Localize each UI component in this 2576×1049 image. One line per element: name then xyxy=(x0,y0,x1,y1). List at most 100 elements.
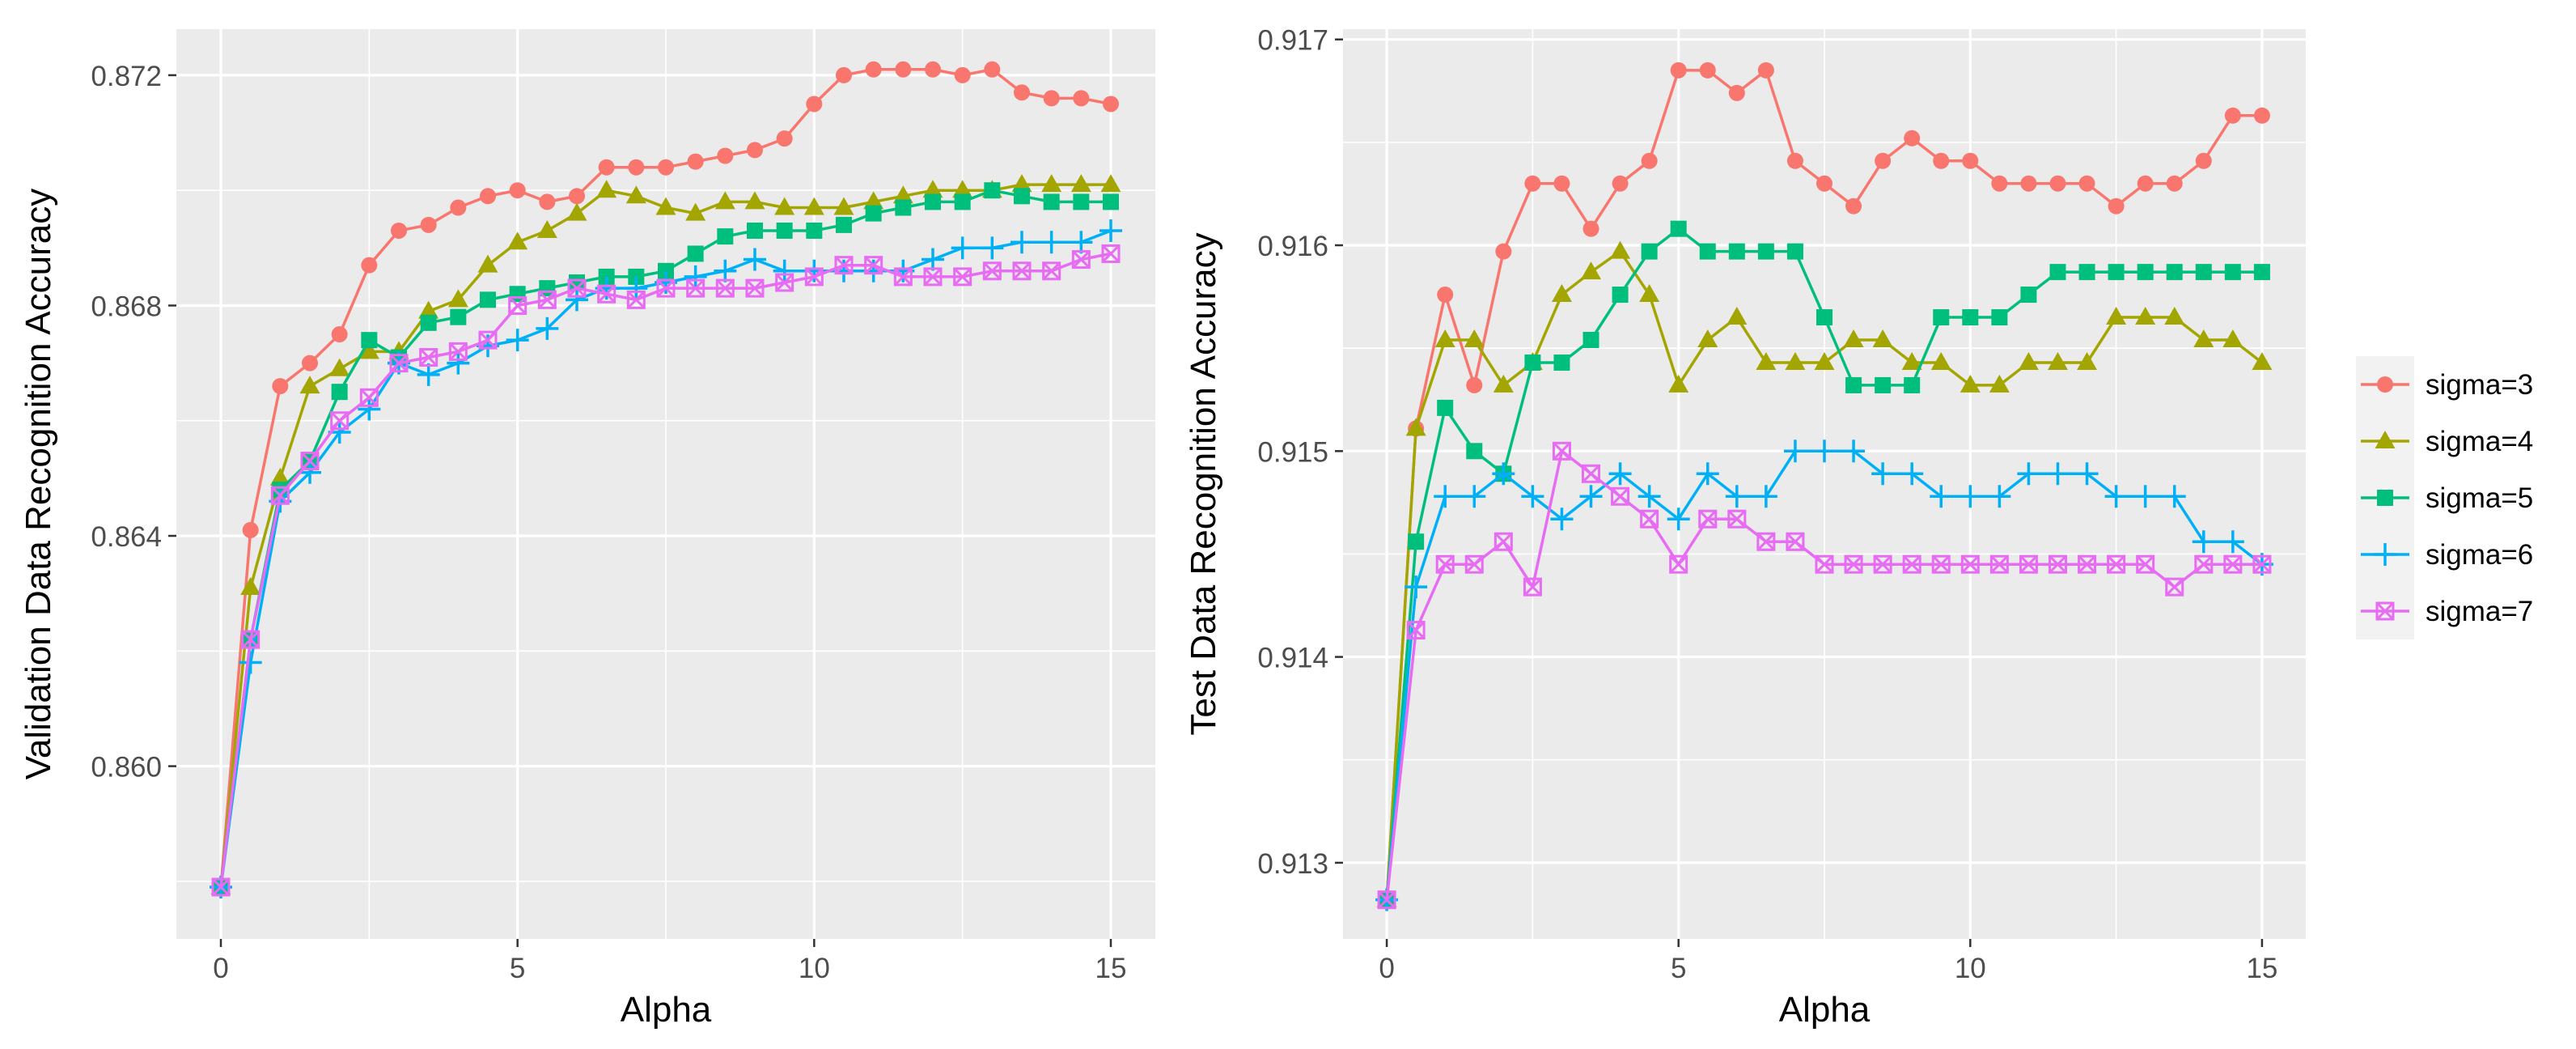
point-sigma-7 xyxy=(982,261,1002,281)
point-sigma-4 xyxy=(2077,351,2098,370)
point-sigma-5 xyxy=(1408,533,1425,550)
point-sigma-5 xyxy=(1043,193,1060,210)
point-sigma-4 xyxy=(863,191,884,210)
point-sigma-6 xyxy=(773,259,796,282)
point-sigma-6 xyxy=(2221,530,2244,554)
validation-y-axis-title: Validation Data Recognition Accuracy xyxy=(19,189,58,780)
point-sigma-7 xyxy=(597,284,616,304)
legend-label: sigma=6 xyxy=(2426,539,2533,571)
point-sigma-3 xyxy=(865,61,882,78)
point-sigma-5 xyxy=(450,308,467,325)
point-sigma-7 xyxy=(1435,554,1455,574)
point-sigma-3 xyxy=(2020,175,2037,192)
point-sigma-6 xyxy=(922,248,944,271)
point-sigma-6 xyxy=(1010,231,1033,254)
point-sigma-7 xyxy=(1012,261,1032,281)
point-sigma-7 xyxy=(1815,554,1834,574)
point-sigma-5 xyxy=(1786,243,1803,260)
point-sigma-7 xyxy=(1960,554,1980,574)
point-sigma-7 xyxy=(1042,261,1061,281)
point-sigma-4 xyxy=(1785,351,1806,370)
point-sigma-6 xyxy=(1813,440,1836,463)
point-sigma-5 xyxy=(1699,243,1716,260)
test-y-axis-title: Test Data Recognition Accuracy xyxy=(1184,232,1223,735)
x-tick-label: 5 xyxy=(1671,953,1686,984)
y-tick-label: 0.913 xyxy=(1257,848,1328,880)
point-sigma-6 xyxy=(684,265,707,288)
point-sigma-7 xyxy=(448,342,468,361)
legend-label: sigma=7 xyxy=(2426,596,2533,627)
y-tick-label: 0.914 xyxy=(1257,643,1328,674)
point-sigma-3 xyxy=(569,188,585,205)
point-sigma-4 xyxy=(1639,284,1660,303)
point-sigma-4 xyxy=(2135,307,2156,325)
point-sigma-7 xyxy=(715,278,735,298)
point-sigma-7 xyxy=(389,354,409,373)
point-sigma-3 xyxy=(1904,130,1921,147)
point-sigma-3 xyxy=(658,159,674,176)
point-sigma-5 xyxy=(1612,287,1629,304)
point-sigma-7 xyxy=(508,295,527,315)
point-sigma-6 xyxy=(1754,485,1777,508)
validation-series-lines xyxy=(210,61,1122,898)
y-tick-label: 0.860 xyxy=(91,752,162,784)
point-sigma-6 xyxy=(951,236,974,260)
point-sigma-7 xyxy=(2136,554,2155,574)
point-sigma-4 xyxy=(2193,329,2214,347)
point-sigma-4 xyxy=(299,376,320,394)
point-sigma-4 xyxy=(1551,284,1572,303)
point-sigma-6 xyxy=(1667,508,1690,531)
point-sigma-4 xyxy=(1434,329,1455,347)
point-sigma-7 xyxy=(567,278,587,298)
point-sigma-4 xyxy=(240,577,261,596)
point-sigma-5 xyxy=(2020,287,2037,304)
point-sigma-7 xyxy=(686,278,705,298)
test-gridlines xyxy=(1343,29,2306,939)
legend-key-marker xyxy=(2375,601,2395,621)
point-sigma-6 xyxy=(2075,462,2099,486)
point-sigma-6 xyxy=(1696,462,1719,486)
test-x-axis-title: Alpha xyxy=(1779,990,1871,1030)
x-tick-label: 5 xyxy=(510,953,525,984)
point-sigma-6 xyxy=(447,351,470,375)
point-sigma-3 xyxy=(1786,152,1803,169)
point-sigma-4 xyxy=(418,300,439,319)
point-sigma-6 xyxy=(1900,462,1924,486)
point-sigma-3 xyxy=(1933,152,1950,169)
point-sigma-3 xyxy=(2137,175,2154,192)
point-sigma-5 xyxy=(1553,354,1570,371)
legend-key-marker xyxy=(2377,376,2393,393)
point-sigma-5 xyxy=(2253,264,2270,281)
point-sigma-3 xyxy=(776,130,793,147)
point-sigma-5 xyxy=(776,222,793,239)
point-sigma-6 xyxy=(1959,485,1982,508)
series-sigma-7 xyxy=(211,244,1121,897)
point-sigma-4 xyxy=(655,197,676,215)
point-sigma-3 xyxy=(1014,84,1030,101)
legend-label: sigma=4 xyxy=(2426,426,2533,457)
point-sigma-4 xyxy=(774,197,795,215)
x-tick-label: 15 xyxy=(1095,953,1127,984)
point-sigma-7 xyxy=(775,273,794,292)
point-sigma-3 xyxy=(628,159,645,176)
point-sigma-3 xyxy=(806,96,823,113)
point-sigma-6 xyxy=(566,288,588,312)
test-series-lines xyxy=(1375,62,2273,911)
point-sigma-3 xyxy=(1670,62,1687,79)
point-sigma-5 xyxy=(2137,264,2154,281)
x-tick-label: 0 xyxy=(1379,953,1394,984)
series-sigma-3 xyxy=(1379,62,2270,908)
point-sigma-5 xyxy=(1991,309,2008,326)
point-sigma-5 xyxy=(272,482,289,499)
point-sigma-6 xyxy=(1842,440,1866,463)
point-sigma-7 xyxy=(2019,554,2038,574)
point-sigma-6 xyxy=(1988,485,2011,508)
point-sigma-7 xyxy=(1377,890,1396,910)
legend-label: sigma=3 xyxy=(2426,369,2533,401)
point-sigma-4 xyxy=(447,289,468,308)
point-sigma-6 xyxy=(1405,575,1428,599)
point-sigma-3 xyxy=(895,61,912,78)
point-sigma-6 xyxy=(1871,462,1895,486)
point-sigma-6 xyxy=(2017,462,2040,486)
point-sigma-6 xyxy=(299,461,321,484)
